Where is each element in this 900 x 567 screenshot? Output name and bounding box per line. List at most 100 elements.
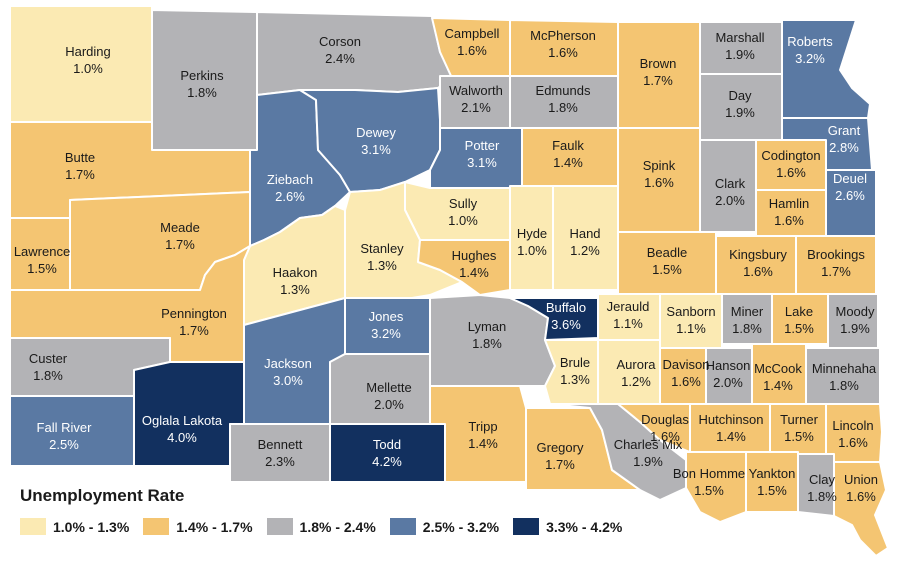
county-name-turner: Turner (780, 412, 818, 427)
county-rate-marshall: 1.9% (725, 47, 755, 62)
county-rate-hutchinson: 1.4% (716, 429, 746, 444)
county-rate-yankton: 1.5% (757, 483, 787, 498)
legend-label-2: 1.4% - 1.7% (176, 518, 253, 535)
counties-layer (9, 5, 889, 557)
legend: 1.0% - 1.3% 1.4% - 1.7% 1.8% - 2.4% 2.5%… (20, 518, 636, 535)
county-dewey (299, 87, 441, 193)
county-name-hand: Hand (569, 226, 600, 241)
county-name-meade: Meade (160, 220, 200, 235)
county-name-lawrence: Lawrence (14, 244, 70, 259)
county-rate-todd: 4.2% (372, 454, 402, 469)
county-rate-roberts: 3.2% (795, 51, 825, 66)
county-name-mccook: McCook (754, 361, 802, 376)
county-name-codington: Codington (761, 148, 820, 163)
county-rate-codington: 1.6% (776, 165, 806, 180)
county-rate-haakon: 1.3% (280, 282, 310, 297)
county-rate-sanborn: 1.1% (676, 321, 706, 336)
legend-swatch-3 (266, 518, 293, 535)
county-name-miner: Miner (731, 304, 764, 319)
county-yankton (745, 451, 799, 513)
county-name-jackson: Jackson (264, 356, 312, 371)
county-name-spink: Spink (643, 158, 676, 173)
county-rate-deuel: 2.6% (835, 188, 865, 203)
county-name-mcpherson: McPherson (530, 28, 596, 43)
county-name-beadle: Beadle (647, 245, 687, 260)
county-rate-campbell: 1.6% (457, 43, 487, 58)
county-name-grant: Grant (828, 123, 861, 138)
legend-swatch-5 (513, 518, 540, 535)
county-rate-gregory: 1.7% (545, 457, 575, 472)
county-rate-jerauld: 1.1% (613, 316, 643, 331)
county-rate-butte: 1.7% (65, 167, 95, 182)
county-bennett (229, 423, 331, 483)
county-name-buffalo: Buffalo (546, 300, 586, 315)
county-name-dewey: Dewey (356, 125, 396, 140)
legend-item-5: 3.3% - 4.2% (513, 518, 622, 535)
county-rate-corson: 2.4% (325, 51, 355, 66)
county-rate-union: 1.6% (846, 489, 876, 504)
county-rate-minnehaha: 1.8% (829, 378, 859, 393)
county-rate-hand: 1.2% (570, 243, 600, 258)
county-name-minnehaha: Minnehaha (812, 361, 877, 376)
county-rate-brule: 1.3% (560, 372, 590, 387)
county-rate-mccook: 1.4% (763, 378, 793, 393)
county-name-davison: Davison (663, 357, 710, 372)
county-name-mellette: Mellette (366, 380, 412, 395)
legend-swatch-4 (389, 518, 416, 535)
county-rate-clark: 2.0% (715, 193, 745, 208)
county-name-hyde: Hyde (517, 226, 547, 241)
legend-item-3: 1.8% - 2.4% (266, 518, 376, 535)
county-rate-clay: 1.8% (807, 489, 837, 504)
county-rate-hughes: 1.4% (459, 265, 489, 280)
county-name-kingsbury: Kingsbury (729, 247, 787, 262)
county-name-lyman: Lyman (468, 319, 507, 334)
county-name-brown: Brown (640, 56, 677, 71)
legend-label-1: 1.0% - 1.3% (53, 518, 130, 535)
county-name-hughes: Hughes (452, 248, 497, 263)
county-name-bon-homme: Bon Homme (673, 466, 745, 481)
legend-item-4: 2.5% - 3.2% (389, 518, 499, 535)
county-rate-day: 1.9% (725, 105, 755, 120)
county-rate-bon-homme: 1.5% (694, 483, 724, 498)
county-rate-lake: 1.5% (784, 321, 814, 336)
county-rate-hyde: 1.0% (517, 243, 547, 258)
county-name-sully: Sully (449, 196, 478, 211)
county-name-jones: Jones (369, 309, 404, 324)
county-rate-edmunds: 1.8% (548, 100, 578, 115)
county-rate-miner: 1.8% (732, 321, 762, 336)
county-name-aurora: Aurora (616, 357, 656, 372)
county-name-ziebach: Ziebach (267, 172, 313, 187)
county-rate-lawrence: 1.5% (27, 261, 57, 276)
county-name-hutchinson: Hutchinson (698, 412, 763, 427)
county-rate-potter: 3.1% (467, 155, 497, 170)
legend-swatch-1 (20, 518, 46, 535)
county-tripp (429, 385, 527, 483)
county-name-clay: Clay (809, 472, 836, 487)
county-lincoln (825, 403, 883, 463)
county-rate-lincoln: 1.6% (838, 435, 868, 450)
county-rate-lyman: 1.8% (472, 336, 502, 351)
legend-label-5: 3.3% - 4.2% (546, 518, 623, 535)
county-sully (404, 181, 511, 241)
county-name-pennington: Pennington (161, 306, 227, 321)
county-rate-kingsbury: 1.6% (743, 264, 773, 279)
county-rate-pennington: 1.7% (179, 323, 209, 338)
county-name-hamlin: Hamlin (769, 196, 809, 211)
county-rate-stanley: 1.3% (367, 258, 397, 273)
county-rate-buffalo: 3.6% (551, 317, 581, 332)
county-rate-walworth: 2.1% (461, 100, 491, 115)
county-name-deuel: Deuel (833, 171, 867, 186)
county-aurora (597, 339, 661, 405)
county-name-jerauld: Jerauld (607, 299, 650, 314)
county-rate-beadle: 1.5% (652, 262, 682, 277)
county-rate-charles-mix: 1.9% (633, 454, 663, 469)
county-name-sanborn: Sanborn (666, 304, 715, 319)
county-rate-moody: 1.9% (840, 321, 870, 336)
county-rate-hanson: 2.0% (713, 375, 743, 390)
county-rate-davison: 1.6% (671, 374, 701, 389)
county-rate-dewey: 3.1% (361, 142, 391, 157)
county-rate-jones: 3.2% (371, 326, 401, 341)
county-rate-tripp: 1.4% (468, 436, 498, 451)
county-name-bennett: Bennett (258, 437, 303, 452)
